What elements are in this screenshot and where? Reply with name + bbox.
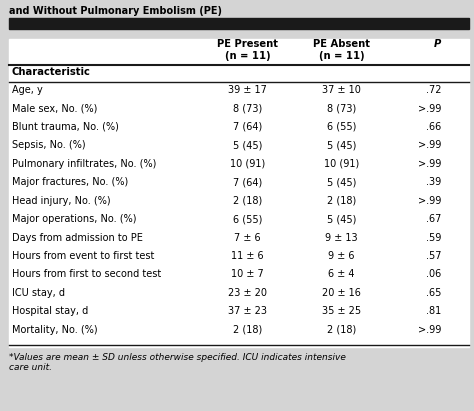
Text: Hours from event to first test: Hours from event to first test [12, 251, 154, 261]
Text: 6 ± 4: 6 ± 4 [328, 270, 355, 279]
Text: >.99: >.99 [418, 141, 442, 150]
Text: PE Absent
(n = 11): PE Absent (n = 11) [313, 39, 370, 61]
Text: Days from admission to PE: Days from admission to PE [12, 233, 143, 242]
Text: 5 (45): 5 (45) [327, 177, 356, 187]
Text: 10 (91): 10 (91) [230, 159, 265, 169]
Text: 35 ± 25: 35 ± 25 [322, 306, 361, 316]
Text: 9 ± 6: 9 ± 6 [328, 251, 355, 261]
Text: >.99: >.99 [418, 104, 442, 113]
Text: Hours from first to second test: Hours from first to second test [12, 270, 161, 279]
Text: 39 ± 17: 39 ± 17 [228, 85, 267, 95]
Text: 11 ± 6: 11 ± 6 [231, 251, 264, 261]
Text: .81: .81 [426, 306, 442, 316]
Text: 37 ± 23: 37 ± 23 [228, 306, 267, 316]
Text: 10 ± 7: 10 ± 7 [231, 270, 264, 279]
Text: 20 ± 16: 20 ± 16 [322, 288, 361, 298]
Text: 2 (18): 2 (18) [233, 325, 262, 335]
Bar [9, 39, 469, 347]
Text: 2 (18): 2 (18) [327, 196, 356, 206]
Text: .66: .66 [426, 122, 442, 132]
Text: .72: .72 [426, 85, 442, 95]
Text: Major operations, No. (%): Major operations, No. (%) [12, 214, 137, 224]
Text: 9 ± 13: 9 ± 13 [325, 233, 358, 242]
Text: 37 ± 10: 37 ± 10 [322, 85, 361, 95]
Text: Head injury, No. (%): Head injury, No. (%) [12, 196, 110, 206]
Text: .39: .39 [426, 177, 442, 187]
Text: ICU stay, d: ICU stay, d [12, 288, 65, 298]
Text: .59: .59 [426, 233, 442, 242]
Text: Hospital stay, d: Hospital stay, d [12, 306, 88, 316]
Text: 7 (64): 7 (64) [233, 122, 262, 132]
Text: 5 (45): 5 (45) [233, 141, 262, 150]
Text: .06: .06 [426, 270, 442, 279]
Text: .57: .57 [426, 251, 442, 261]
Text: 23 ± 20: 23 ± 20 [228, 288, 267, 298]
Text: and Without Pulmonary Embolism (PE): and Without Pulmonary Embolism (PE) [9, 6, 222, 16]
Text: .67: .67 [426, 214, 442, 224]
Text: 6 (55): 6 (55) [233, 214, 262, 224]
Text: 5 (45): 5 (45) [327, 141, 356, 150]
Text: >.99: >.99 [418, 325, 442, 335]
Text: 7 ± 6: 7 ± 6 [234, 233, 261, 242]
Text: Pulmonary infiltrates, No. (%): Pulmonary infiltrates, No. (%) [12, 159, 156, 169]
Bar [9, 18, 469, 29]
Text: Male sex, No. (%): Male sex, No. (%) [12, 104, 97, 113]
Text: 5 (45): 5 (45) [327, 214, 356, 224]
Text: Major fractures, No. (%): Major fractures, No. (%) [12, 177, 128, 187]
Text: 8 (73): 8 (73) [233, 104, 262, 113]
Text: Age, y: Age, y [12, 85, 43, 95]
Text: 8 (73): 8 (73) [327, 104, 356, 113]
Text: >.99: >.99 [418, 196, 442, 206]
Text: 6 (55): 6 (55) [327, 122, 356, 132]
Text: PE Present
(n = 11): PE Present (n = 11) [217, 39, 278, 61]
Text: *Values are mean ± SD unless otherwise specified. ICU indicates intensive
care u: *Values are mean ± SD unless otherwise s… [9, 353, 346, 372]
Text: >.99: >.99 [418, 159, 442, 169]
Text: .65: .65 [426, 288, 442, 298]
Text: Sepsis, No. (%): Sepsis, No. (%) [12, 141, 85, 150]
Text: Blunt trauma, No. (%): Blunt trauma, No. (%) [12, 122, 118, 132]
Text: 2 (18): 2 (18) [327, 325, 356, 335]
Text: 2 (18): 2 (18) [233, 196, 262, 206]
Text: 7 (64): 7 (64) [233, 177, 262, 187]
Text: P: P [434, 39, 442, 49]
Text: 10 (91): 10 (91) [324, 159, 359, 169]
Text: Mortality, No. (%): Mortality, No. (%) [12, 325, 98, 335]
Text: Characteristic: Characteristic [12, 67, 91, 76]
